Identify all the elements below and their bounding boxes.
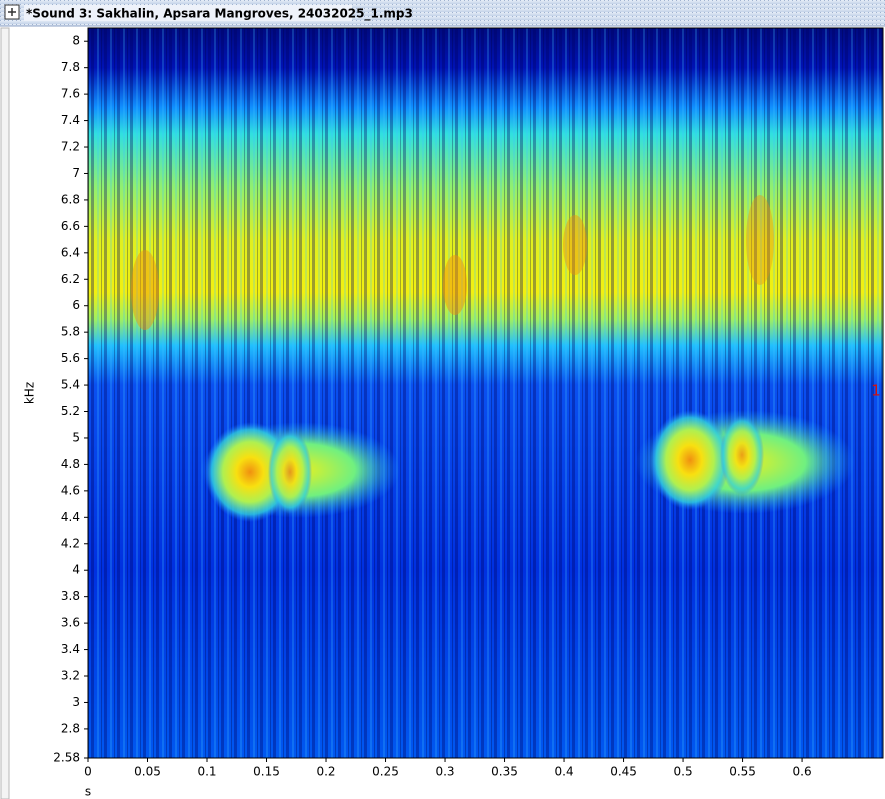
y-tick-label: 4.4	[61, 510, 80, 524]
x-tick-label: 0.5	[674, 765, 693, 779]
y-tick-label: 3.4	[61, 642, 80, 656]
x-tick-label: 0.6	[793, 765, 812, 779]
y-tick-label: 5.6	[61, 351, 80, 365]
y-tick-label: 6.4	[61, 245, 80, 259]
y-tick-label: 7	[72, 166, 80, 180]
y-tick-label: 7.2	[61, 140, 80, 154]
y-tick-label: 5.2	[61, 404, 80, 418]
call-energy	[650, 410, 730, 510]
x-tick-label: 0.45	[610, 765, 637, 779]
spectrogram	[88, 28, 883, 758]
y-tick-label: 3.2	[61, 669, 80, 683]
y-tick-label: 6	[72, 298, 80, 312]
y-tick-label: 6.2	[61, 272, 80, 286]
y-tick-label: 4	[72, 563, 80, 577]
title-label-bg	[24, 5, 352, 21]
call-energy	[268, 430, 312, 514]
y-tick-label: 4.6	[61, 483, 80, 497]
y-tick-label: 3	[72, 695, 80, 709]
x-tick-label: 0.2	[316, 765, 335, 779]
x-tick-label: 0.3	[435, 765, 454, 779]
y-tick-label: 8	[72, 34, 80, 48]
x-tick-label: 0.55	[729, 765, 756, 779]
side-strip	[0, 27, 10, 799]
spectrogram-texture	[88, 28, 883, 758]
x-tick-label: 0	[84, 765, 92, 779]
band-energy	[746, 195, 774, 285]
y-tick-label: 2.58	[53, 751, 80, 765]
y-tick-label: 5.8	[61, 325, 80, 339]
y-tick-label: 4.8	[61, 457, 80, 471]
y-tick-label: 7.4	[61, 113, 80, 127]
y-tick-label: 5	[72, 430, 80, 444]
y-tick-label: 2.8	[61, 721, 80, 735]
x-tick-label: 0.25	[372, 765, 399, 779]
x-tick-label: 0.35	[491, 765, 518, 779]
x-tick-label: 0.4	[555, 765, 574, 779]
selection-marker: 1	[871, 382, 881, 400]
y-tick-label: 6.8	[61, 192, 80, 206]
y-tick-label: 5.4	[61, 378, 80, 392]
x-tick-label: 0.05	[134, 765, 161, 779]
y-tick-label: 6.6	[61, 219, 80, 233]
call-energy	[720, 415, 764, 495]
x-axis-label: s	[85, 785, 91, 799]
x-tick-label: 0.1	[197, 765, 216, 779]
band-energy	[443, 255, 467, 315]
y-tick-label: 3.6	[61, 616, 80, 630]
y-tick-label: 4.2	[61, 536, 80, 550]
x-tick-label: 0.15	[253, 765, 280, 779]
plot-frame	[87, 27, 884, 759]
band-energy	[131, 250, 159, 330]
y-tick-label: 7.8	[61, 60, 80, 74]
y-tick-label: 7.6	[61, 87, 80, 101]
y-tick-label: 3.8	[61, 589, 80, 603]
band-energy	[563, 215, 587, 275]
y-axis-label: kHz	[23, 382, 37, 404]
window-title: *Sound 3: Sakhalin, Apsara Mangroves, 24…	[26, 7, 413, 22]
